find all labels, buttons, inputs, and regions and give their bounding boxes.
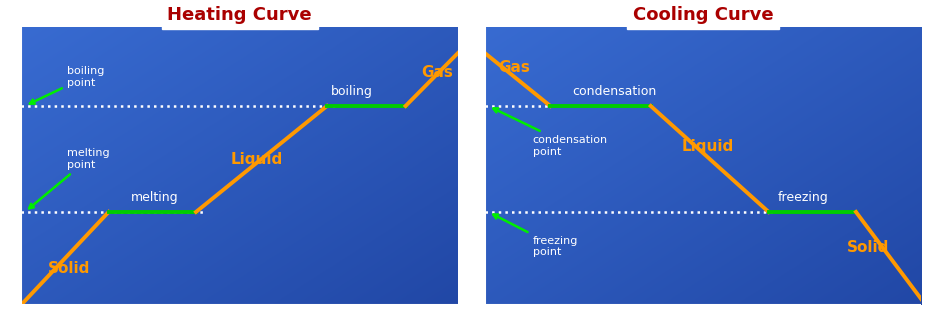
Text: Gas: Gas (421, 65, 452, 80)
Text: Gas: Gas (498, 60, 530, 75)
Title: Heating Curve: Heating Curve (168, 6, 312, 24)
Title: Cooling Curve: Cooling Curve (633, 6, 773, 24)
Text: boiling
point: boiling point (30, 66, 105, 104)
Y-axis label: Temperature (°C): Temperature (°C) (469, 112, 482, 220)
Text: melting
point: melting point (29, 148, 109, 208)
Text: condensation
point: condensation point (493, 108, 608, 157)
Text: freezing
point: freezing point (493, 215, 578, 257)
Y-axis label: Temperature (°C): Temperature (°C) (6, 112, 19, 220)
Text: Solid: Solid (47, 261, 90, 276)
Text: boiling: boiling (331, 85, 374, 98)
Text: freezing: freezing (778, 191, 828, 204)
Text: melting: melting (131, 191, 178, 204)
Text: Liquid: Liquid (231, 152, 283, 167)
X-axis label: Time (s): Time (s) (675, 307, 731, 321)
X-axis label: Time (s): Time (s) (211, 307, 268, 321)
Text: condensation: condensation (572, 85, 656, 98)
Text: Solid: Solid (847, 240, 890, 255)
Text: Liquid: Liquid (681, 139, 733, 154)
